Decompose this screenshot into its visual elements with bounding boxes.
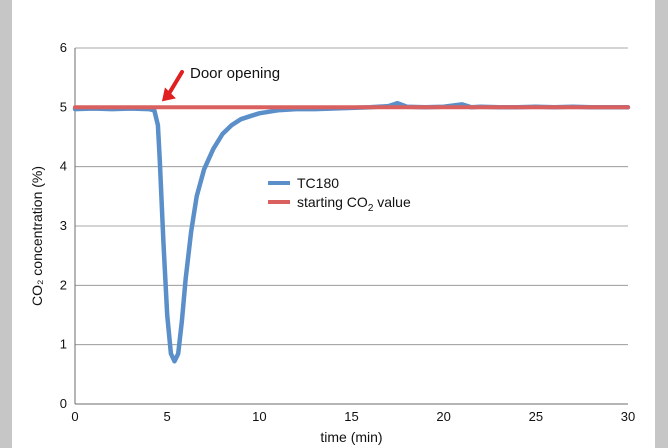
x-tick-30: 30 — [621, 409, 635, 424]
x-tick-15: 15 — [344, 409, 358, 424]
x-tick-10: 10 — [252, 409, 266, 424]
x-tick-25: 25 — [529, 409, 543, 424]
y-axis-label: CO₂ concentration (%) — [29, 166, 45, 306]
door-opening-annotation: Door opening — [161, 65, 280, 102]
legend: TC180 starting CO2 value — [268, 175, 411, 214]
series-line-0 — [72, 100, 631, 364]
legend-label-tail-1: value — [373, 194, 411, 210]
legend-label-main-0: TC180 — [297, 175, 339, 191]
x-tick-0: 0 — [71, 409, 78, 424]
x-tick-labels: 0 5 10 15 20 25 30 — [71, 409, 635, 424]
y-tick-labels: 0 1 2 3 4 5 6 — [60, 40, 67, 411]
legend-label-1: starting CO2 value — [297, 194, 411, 214]
y-tick-5: 5 — [60, 99, 67, 114]
legend-label-main-1: starting CO — [297, 194, 368, 210]
y-tick-6: 6 — [60, 40, 67, 55]
arrow-head — [161, 87, 176, 102]
y-tick-1: 1 — [60, 337, 67, 352]
y-tick-2: 2 — [60, 277, 67, 292]
series-lines — [72, 100, 631, 364]
y-tick-0: 0 — [60, 396, 67, 411]
y-tick-3: 3 — [60, 218, 67, 233]
x-tick-20: 20 — [436, 409, 450, 424]
x-axis-label: time (min) — [320, 429, 382, 445]
annotation-text: Door opening — [190, 65, 280, 82]
legend-label-sub-1: 2 — [368, 203, 374, 214]
arrow-shaft — [165, 70, 184, 98]
legend-label-0: TC180 — [297, 175, 339, 191]
x-tick-5: 5 — [164, 409, 171, 424]
y-tick-4: 4 — [60, 159, 67, 174]
chart-panel — [12, 0, 655, 448]
